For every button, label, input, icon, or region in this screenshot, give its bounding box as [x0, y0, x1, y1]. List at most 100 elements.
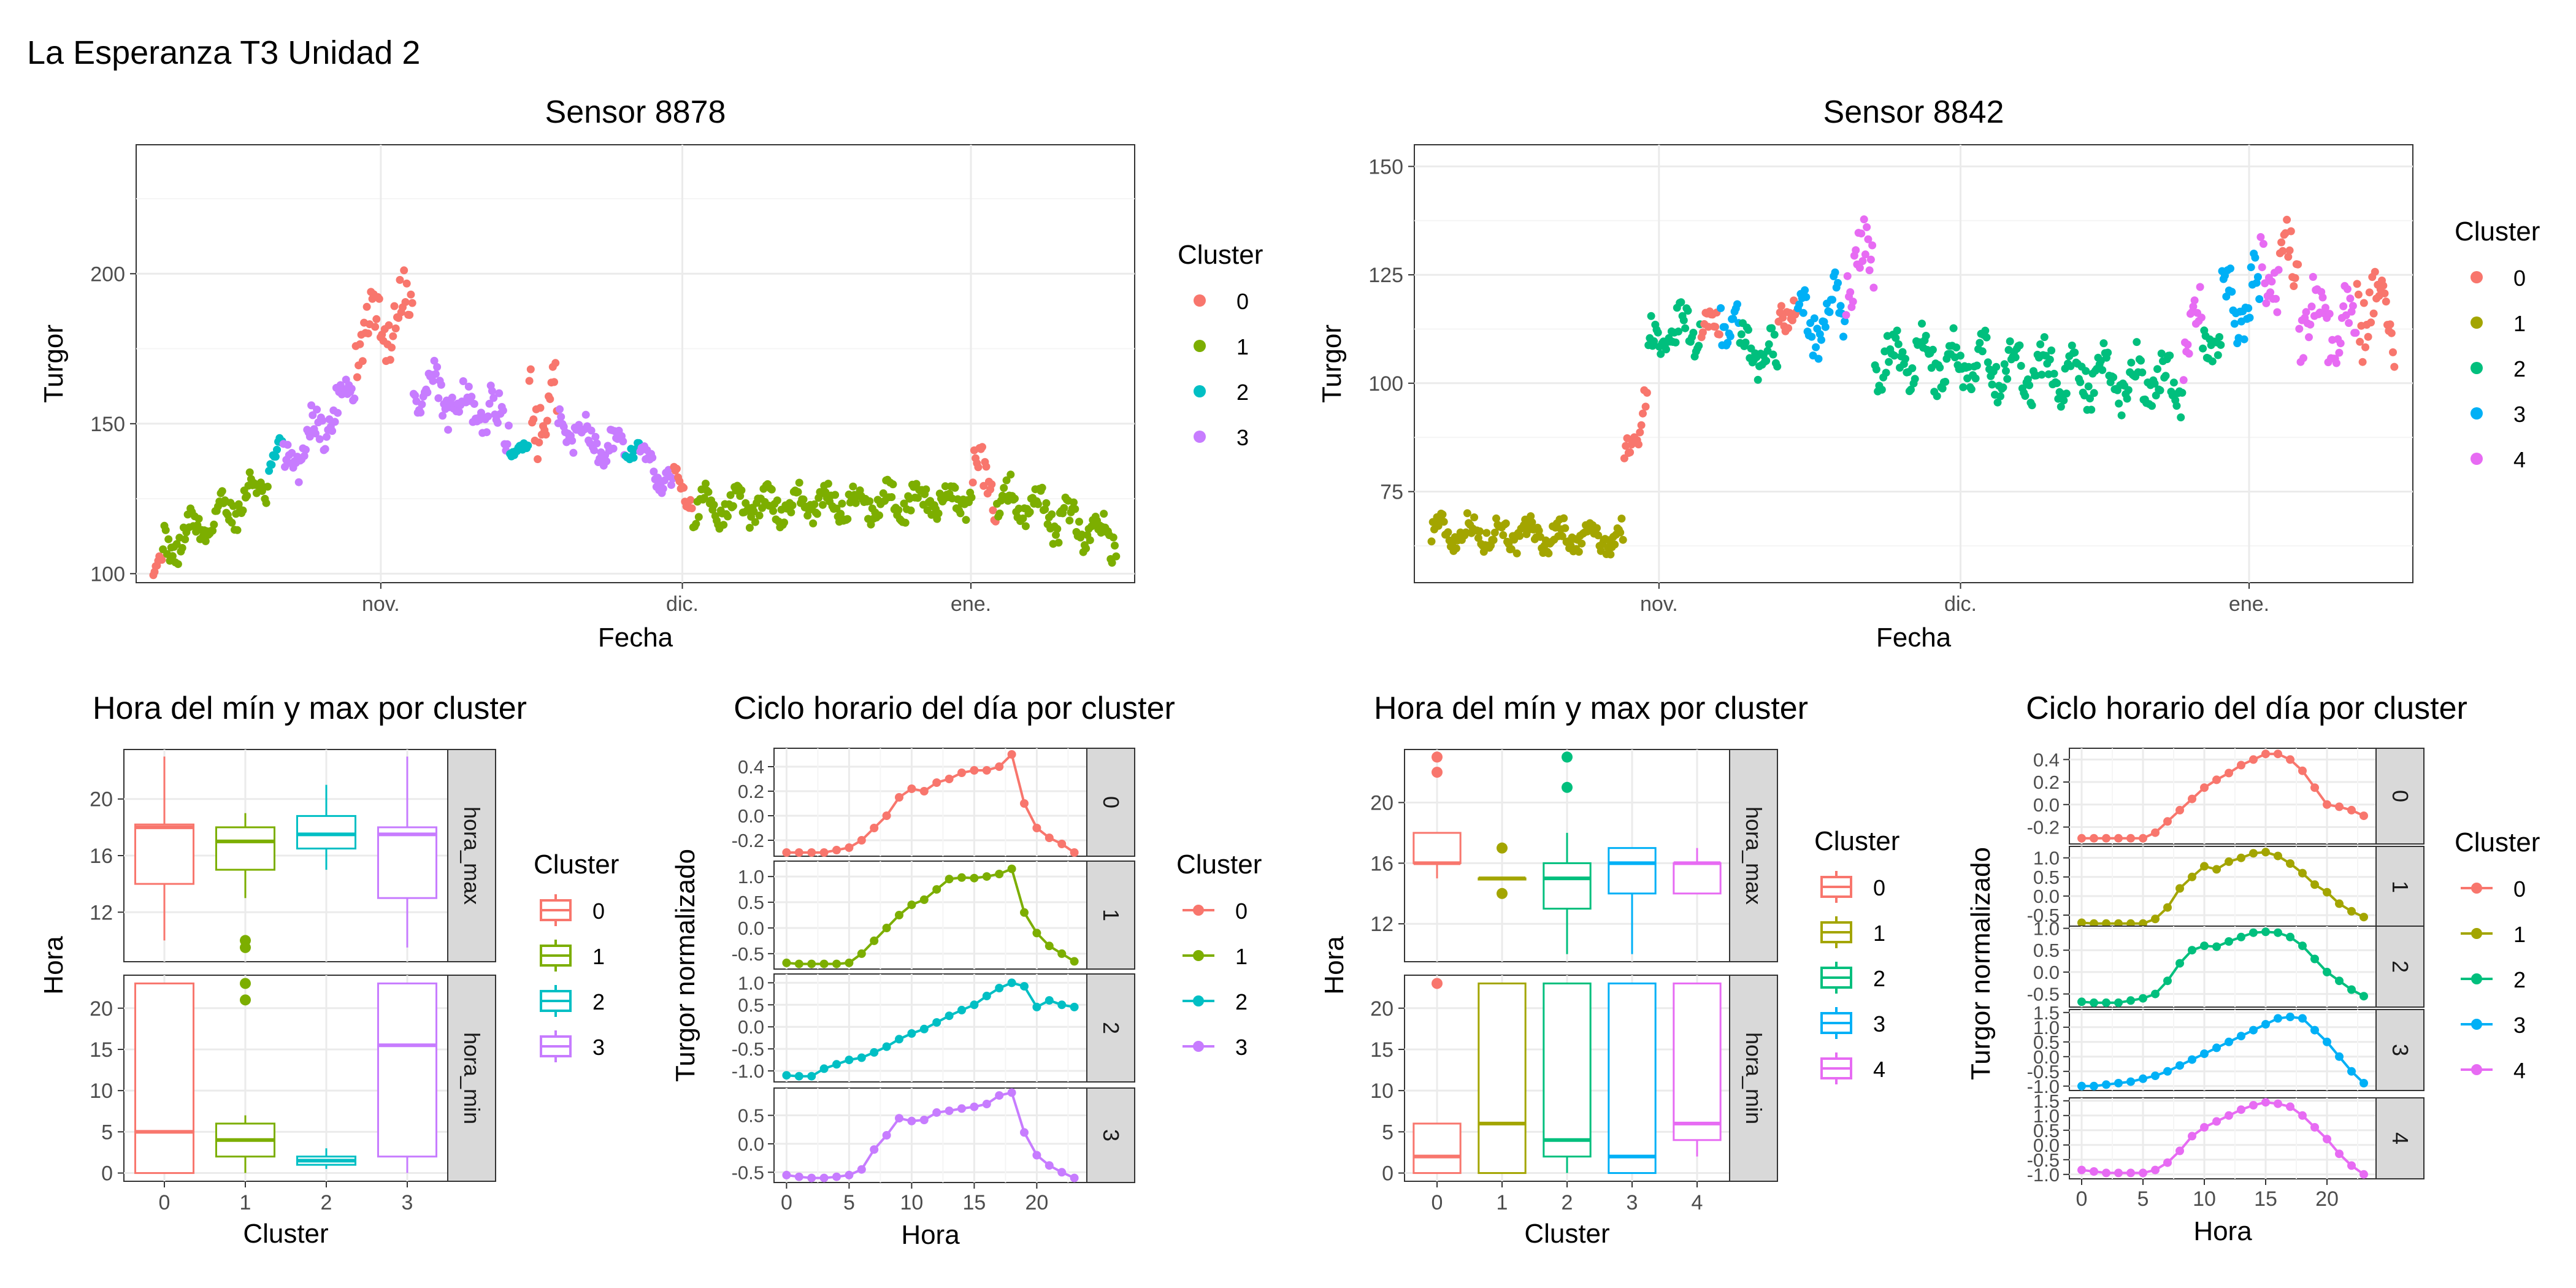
data-point — [1490, 528, 1499, 537]
x-axis-label: Fecha — [598, 623, 673, 653]
y-tick-label: 0.0 — [738, 1016, 764, 1038]
data-point — [288, 449, 296, 457]
data-point — [1933, 392, 1941, 401]
y-tick-label: 0.5 — [738, 1105, 764, 1127]
data-point — [692, 519, 700, 528]
y-axis-label: Turgor — [39, 324, 69, 403]
y-tick-label: 0.0 — [738, 918, 764, 939]
data-point — [979, 481, 988, 490]
data-point — [448, 393, 456, 402]
series-point — [2249, 1025, 2258, 1035]
y-tick-label: 0.5 — [738, 892, 764, 913]
x-tick-label: ene. — [951, 592, 991, 616]
y-tick-label: 0.0 — [738, 805, 764, 827]
data-point — [1681, 324, 1690, 332]
series-point — [2090, 1167, 2098, 1176]
data-point — [2295, 324, 2304, 333]
series-point — [882, 811, 891, 820]
box-iqr — [134, 982, 195, 1175]
data-point — [331, 418, 339, 426]
data-point — [1911, 375, 1919, 383]
data-point — [2222, 293, 2231, 301]
series-point — [957, 873, 966, 882]
data-point — [799, 495, 808, 504]
data-point — [1065, 516, 1074, 525]
data-point — [2371, 267, 2379, 276]
data-point — [2017, 362, 2025, 370]
data-point — [974, 463, 983, 472]
y-tick-label: 0.0 — [2033, 794, 2060, 816]
legend-label-0: 0 — [2513, 266, 2526, 291]
data-point — [913, 494, 922, 502]
data-point — [2291, 274, 2299, 282]
data-point — [1765, 340, 1773, 348]
series-point — [2175, 1146, 2184, 1156]
data-point — [2247, 263, 2255, 272]
y-tick-label: 1.0 — [2033, 1105, 2060, 1127]
data-point — [700, 494, 708, 502]
legend-label-4: 4 — [2513, 1058, 2526, 1083]
facet-panel — [773, 973, 1087, 1083]
legend-label-3: 3 — [2513, 1013, 2526, 1038]
data-point — [831, 491, 840, 499]
series-point — [794, 848, 803, 857]
data-point — [389, 332, 397, 340]
data-point — [788, 501, 797, 510]
data-point — [372, 315, 381, 323]
series-point — [1007, 1088, 1016, 1097]
data-point — [1434, 521, 1443, 530]
legend-key-1 — [1193, 950, 1204, 961]
series-point — [2261, 848, 2270, 857]
y-tick-label: -0.5 — [732, 1038, 764, 1060]
data-point — [787, 508, 795, 516]
data-point — [2361, 343, 2370, 351]
series-point — [1057, 1000, 1067, 1010]
data-point — [1717, 304, 1725, 312]
data-point — [2071, 348, 2079, 357]
data-point — [2353, 280, 2361, 288]
series-point — [2139, 1074, 2147, 1083]
data-point — [1019, 514, 1027, 523]
y-tick-label: 0 — [1382, 1162, 1393, 1186]
data-point — [968, 478, 977, 487]
series-point — [895, 911, 903, 919]
data-point — [321, 445, 329, 453]
data-point — [174, 560, 182, 569]
x-tick-label: nov. — [1640, 592, 1678, 616]
data-point — [2157, 349, 2166, 358]
data-point — [172, 540, 181, 548]
data-point — [927, 510, 936, 519]
data-point — [1988, 380, 1996, 389]
data-point — [1949, 324, 1958, 332]
y-tick-label: 15 — [1370, 1038, 1393, 1062]
x-tick-label: 10 — [2193, 1187, 2216, 1211]
series-point — [2335, 899, 2344, 908]
data-point — [2156, 386, 2164, 394]
data-point — [2240, 335, 2248, 343]
series-point — [1032, 929, 1041, 938]
series-point — [845, 1056, 854, 1065]
data-point — [1011, 494, 1019, 503]
data-point — [865, 497, 874, 505]
data-point — [1082, 544, 1091, 553]
y-tick-label: 5 — [1382, 1121, 1393, 1144]
data-point — [2321, 304, 2329, 312]
data-point — [1817, 335, 1825, 344]
data-point — [809, 519, 818, 527]
data-point — [265, 467, 274, 475]
data-point — [767, 485, 776, 494]
data-point — [1060, 504, 1068, 512]
series-point — [2200, 1123, 2209, 1132]
facet-strip-label: 2 — [2388, 960, 2413, 973]
data-point — [1715, 330, 1723, 339]
legend-label-1: 1 — [1236, 334, 1249, 359]
data-point — [1894, 340, 1903, 348]
legend-label-0: 0 — [592, 899, 605, 924]
data-point — [941, 482, 949, 491]
data-point — [609, 444, 618, 453]
data-point — [1650, 337, 1658, 345]
series-point — [2114, 1079, 2123, 1087]
data-point — [2365, 288, 2374, 297]
data-point — [2104, 348, 2112, 357]
data-point — [2285, 246, 2294, 255]
